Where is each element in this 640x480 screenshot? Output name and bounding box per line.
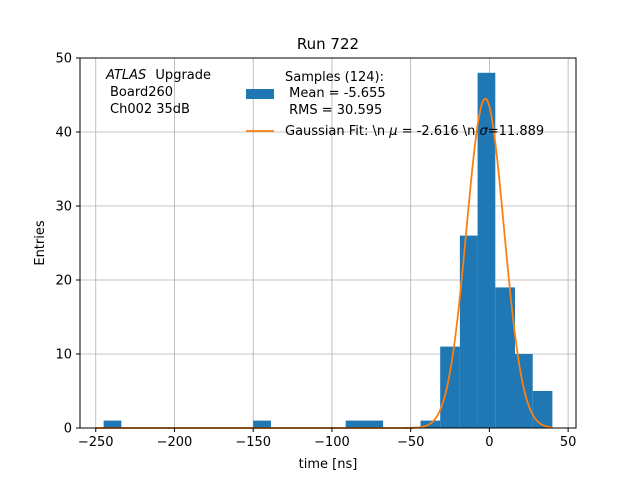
- atlas-annotation: ATLAS Upgrade Board260 Ch002 35dB: [105, 68, 211, 117]
- x-tick-label: −100: [314, 435, 350, 450]
- x-tick-label: 50: [560, 435, 577, 450]
- legend-fit-label: Gaussian Fit: \n μ = -2.616 \n σ=11.889: [285, 124, 544, 139]
- histogram-bar: [440, 346, 460, 428]
- legend-samples-line-3: RMS = 30.595: [285, 103, 382, 118]
- channel-label: Ch002 35dB: [110, 102, 190, 117]
- atlas-label: ATLAS: [105, 68, 146, 83]
- histogram-bar: [253, 420, 271, 428]
- x-tick-label: −50: [397, 435, 424, 450]
- x-tick-label: −150: [235, 435, 271, 450]
- x-tick-label: −250: [78, 435, 114, 450]
- x-tick-label: −200: [157, 435, 193, 450]
- legend-samples-line-1: Samples (124):: [285, 70, 384, 85]
- upgrade-label: Upgrade: [155, 68, 211, 83]
- y-tick-label: 0: [64, 422, 72, 437]
- y-axis-label: Entries: [33, 220, 48, 266]
- chart-title: Run 722: [297, 35, 359, 53]
- x-axis-ticks: −250 −200 −150 −100 −50 0 50: [78, 428, 577, 450]
- histogram-bar: [477, 72, 496, 429]
- y-tick-label: 40: [55, 126, 72, 141]
- plot-frame: [79, 57, 577, 429]
- y-tick-label: 50: [55, 52, 72, 67]
- y-tick-label: 20: [55, 274, 72, 289]
- histogram-bar: [459, 235, 478, 428]
- x-axis-label: time [ns]: [299, 457, 358, 472]
- x-tick-label: 0: [485, 435, 493, 450]
- legend: Samples (124): Mean = -5.655 RMS = 30.59…: [246, 70, 544, 139]
- y-tick-label: 30: [55, 200, 72, 215]
- histogram-bar: [345, 420, 384, 428]
- histogram-bar: [532, 391, 553, 428]
- board-label: Board260: [110, 85, 173, 100]
- y-tick-label: 10: [55, 348, 72, 363]
- histogram-bar: [103, 420, 122, 428]
- legend-samples-line-2: Mean = -5.655: [285, 86, 386, 101]
- histogram-bars: [103, 72, 553, 429]
- histogram-bar: [495, 287, 515, 428]
- legend-samples-swatch: [246, 89, 274, 99]
- y-axis-ticks: 0 10 20 30 40 50: [55, 52, 80, 437]
- svg-text:ATLAS Upgrade: ATLAS Upgrade: [105, 68, 211, 83]
